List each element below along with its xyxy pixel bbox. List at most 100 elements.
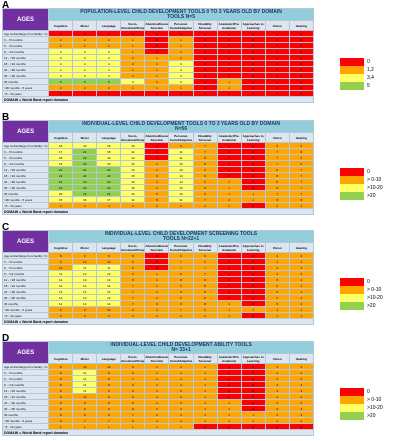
legend-item: 3,4 — [340, 74, 402, 82]
legend-label: >20 — [367, 413, 376, 419]
legend-item: >10-20 — [340, 294, 402, 302]
domain-header: Attention/Executive Function — [144, 242, 170, 253]
table-row: 6 - <9 months 2 2 2 1 0 1 0 0 0 0 0 — [1, 42, 315, 49]
legend-item: >20 — [340, 192, 402, 200]
legend-item: 0 — [340, 168, 402, 176]
panel-subtitle-text: N= 33+1 — [171, 346, 191, 353]
domain-header: Disability Screener — [192, 20, 218, 31]
domain-header: Motor — [72, 242, 98, 253]
domain-header: Approaches to Learning — [240, 242, 266, 253]
table-row: 30 - <36 months 4 4 4 2 1 3 0 0 0 0 0 — [1, 72, 315, 79]
panel-letter: C — [2, 222, 10, 233]
legend-swatch — [340, 404, 364, 412]
panel-title-text: POPULATION-LEVEL CHILD DEVELOPMENT TOOLS… — [80, 8, 282, 15]
domain-header: Vision — [264, 242, 290, 253]
table-row: >5 - 10 years 3 3 3 3 2 2 2 1 0 1 1 — [1, 312, 315, 319]
table-row: Age at discharge from facility <3 month8… — [1, 252, 315, 259]
domain-header: Personal-Social/Adaptive — [168, 20, 194, 31]
legend-c: 0 > 0-10 >10-20 >20 — [340, 278, 402, 310]
legend-item: > 0-10 — [340, 286, 402, 294]
table-row: >5 - 10 years 4 4 4 4 3 3 2 1 0 2 2 — [1, 202, 315, 209]
legend-swatch — [340, 294, 364, 302]
table-row: 9 - <12 months 8 11 8 6 1 4 1 0 0 3 3 — [1, 381, 315, 388]
legend-item: > 0-10 — [340, 396, 402, 404]
domain-header: Vision — [264, 353, 290, 364]
domain-header: Personal-Social/Adaptive — [168, 242, 194, 253]
domain-header: Academic/Pre-Academic — [216, 242, 242, 253]
legend-label: >20 — [367, 193, 376, 199]
legend-d: 0 > 0-10 >10-20 >20 — [340, 388, 402, 420]
domain-header: Motor — [72, 132, 98, 143]
domain-header: Attention/Executive Function — [144, 20, 170, 31]
legend-label: 1,2 — [367, 67, 374, 73]
domain-table: AGES INDIVIDUAL-LEVEL CHILD DEVELOPMENT S… — [1, 230, 315, 325]
domain-header: Hearing — [288, 132, 315, 143]
ages-header: AGES — [1, 120, 50, 143]
panel-subtitle-text: N=56 — [175, 125, 188, 132]
legend-label: >10-20 — [367, 405, 383, 411]
panel-title-text: INDIVIDUAL-LEVEL CHILD DEVELOPMENT ABILI… — [110, 341, 252, 348]
legend-label: > 0-10 — [367, 177, 382, 183]
domain-header: Attention/Executive Function — [144, 132, 170, 143]
panel-letter: D — [2, 333, 10, 344]
legend-swatch — [340, 82, 364, 90]
domain-header: Hearing — [288, 353, 315, 364]
domain-footnote: DOMAIN = World Bank report domains — [2, 208, 314, 215]
domain-header: Vision — [264, 132, 290, 143]
legend-label: >10-20 — [367, 295, 383, 301]
table-row: 24 - <30 months 22 23 23 15 3 14 9 1 0 8 7 — [1, 178, 315, 185]
domain-header: Disability Screener — [192, 242, 218, 253]
legend-swatch — [340, 396, 364, 404]
domain-footnote: DOMAIN = World Bank report domains — [2, 429, 314, 436]
legend-a: 0 1,2 3,4 5 — [340, 58, 402, 90]
domain-header: Motor — [72, 353, 98, 364]
table-row: >36 months - 5 years 2 2 2 1 1 1 0 1 0 0 0 — [1, 84, 315, 91]
domain-header: Hearing — [288, 242, 315, 253]
domain-header: Academic/Pre-Academic — [216, 353, 242, 364]
table-row: 12 - <18 months 12 13 13 6 1 8 8 0 0 5 4 — [1, 276, 315, 283]
domain-header: Motor — [72, 20, 98, 31]
domain-header: Socio-Emotional/Temperament — [120, 353, 146, 364]
legend-item: >10-20 — [340, 404, 402, 412]
panel-b: B AGES INDIVIDUAL-LEVEL CHILD DEVELOPMENT … — [0, 112, 405, 220]
panel-title: INDIVIDUAL-LEVEL CHILD DEVELOPMENT TOOLS… — [48, 120, 314, 133]
panel-title-text: INDIVIDUAL-LEVEL CHILD DEVELOPMENT SCREE… — [105, 230, 258, 237]
domain-header: Language — [96, 20, 122, 31]
domain-header: Language — [96, 242, 122, 253]
domain-header: Approaches to Learning — [240, 20, 266, 31]
legend-label: 0 — [367, 389, 370, 395]
legend-swatch — [340, 66, 364, 74]
domain-header: Cognitive — [48, 242, 74, 253]
table-row: 12 - <18 months 3 3 3 2 1 2 0 0 0 0 0 — [1, 54, 315, 61]
legend-label: 0 — [367, 169, 370, 175]
legend-item: 0 — [340, 388, 402, 396]
panel-d: D AGES INDIVIDUAL-LEVEL CHILD DEVELOPMENT … — [0, 333, 405, 441]
legend-label: 5 — [367, 83, 370, 89]
domain-header: Attention/Executive Function — [144, 353, 170, 364]
legend-label: 0 — [367, 279, 370, 285]
legend-swatch — [340, 192, 364, 200]
panel-subtitle-text: TOOLS N=5 — [167, 13, 195, 20]
panel-letter: A — [2, 0, 10, 11]
legend-swatch — [340, 412, 364, 420]
table-row: >36 months - 5 years 9 9 10 6 3 7 6 1 1 4 3 — [1, 306, 315, 313]
domain-header: Personal-Social/Adaptive — [168, 353, 194, 364]
domain-header: Vision — [264, 20, 290, 31]
ages-header: AGES — [1, 8, 50, 31]
ages-header: AGES — [1, 230, 50, 253]
legend-item: >20 — [340, 302, 402, 310]
legend-item: 0 — [340, 278, 402, 286]
domain-footnote: DOMAIN = World Bank report domains — [2, 96, 314, 103]
legend-label: > 0-10 — [367, 287, 382, 293]
panel-a: A AGES POPULATION-LEVEL CHILD DEVELOPMENT … — [0, 0, 405, 108]
legend-label: >20 — [367, 303, 376, 309]
panel-c: C AGES INDIVIDUAL-LEVEL CHILD DEVELOPMENT … — [0, 222, 405, 330]
legend-swatch — [340, 176, 364, 184]
domain-header: Language — [96, 353, 122, 364]
table-row: 3 - <6 months 9 10 10 5 0 7 6 0 0 4 3 — [1, 258, 315, 265]
legend-b: 0 > 0-10 >10-20 >20 — [340, 168, 402, 200]
legend-item: 1,2 — [340, 66, 402, 74]
legend-swatch — [340, 388, 364, 396]
legend-swatch — [340, 286, 364, 294]
legend-label: 3,4 — [367, 75, 374, 81]
